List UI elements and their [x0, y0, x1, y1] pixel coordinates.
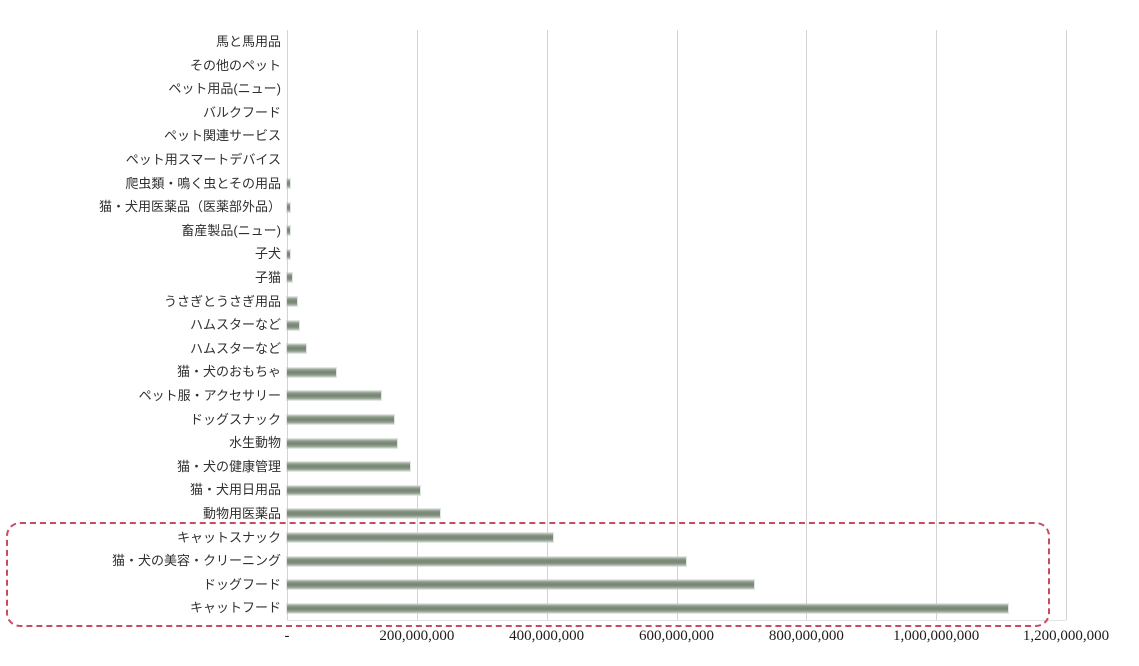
x-axis-tick-label: - — [284, 628, 290, 644]
category-label: 水生動物 — [228, 435, 281, 451]
highlight-rectangle — [6, 521, 1050, 627]
bar — [287, 320, 299, 330]
bar — [287, 367, 336, 377]
category-label: ハムスターなど — [189, 340, 281, 356]
bar — [287, 226, 291, 236]
gridline — [936, 30, 938, 620]
x-axis-tick-label: 600,000,000 — [639, 628, 714, 644]
bar — [287, 532, 554, 542]
category-label: 子猫 — [254, 270, 281, 285]
gridline — [1066, 30, 1067, 620]
bar — [287, 414, 395, 424]
x-axis-tick-label: 800,000,000 — [768, 628, 844, 644]
x-axis-line — [287, 620, 1066, 621]
gridline — [416, 30, 418, 620]
gridline — [806, 30, 808, 620]
bar — [287, 556, 687, 566]
bar — [287, 249, 291, 259]
category-label: 子犬 — [254, 246, 281, 262]
category-label: キャットスナック — [176, 529, 281, 545]
category-label: バルクフード — [202, 104, 281, 120]
bar — [287, 603, 1008, 613]
bar — [287, 178, 290, 188]
bar — [287, 202, 291, 212]
bar — [287, 273, 293, 283]
gridline — [546, 30, 548, 620]
category-label: 猫・犬用医薬品（医薬部外品） — [98, 199, 281, 215]
bar — [287, 509, 440, 519]
category-label: 畜産製品(ニュー) — [181, 222, 281, 238]
category-label: キャットフード — [189, 600, 281, 616]
category-label: うさぎとうさぎ用品 — [163, 293, 281, 309]
x-axis-tick-label: 400,000,000 — [509, 628, 585, 644]
x-axis-tick-label: 1,200,000,000 — [1022, 628, 1110, 644]
category-label: ペット用品(ニュー) — [168, 81, 281, 97]
category-label: 馬と馬用品 — [215, 34, 281, 49]
category-label: 猫・犬の美容・クリーニング — [111, 553, 281, 569]
category-label: 爬虫類・鳴く虫とその用品 — [125, 175, 281, 191]
category-label: その他のペット — [189, 57, 281, 73]
category-label: ペット用スマートデバイス — [125, 152, 281, 167]
bar — [287, 485, 421, 495]
category-label: 猫・犬の健康管理 — [176, 458, 281, 474]
category-label: ドッグフード — [202, 576, 281, 592]
category-label: ハムスターなど — [189, 317, 281, 333]
category-label: ペット関連サービス — [163, 128, 281, 144]
bar — [287, 438, 398, 448]
bar — [287, 296, 297, 306]
category-label: ペット服・アクセサリー — [138, 388, 281, 403]
category-label: ドッグスナック — [189, 411, 281, 427]
bar — [287, 462, 411, 472]
bar — [287, 391, 382, 401]
bar — [287, 344, 307, 354]
category-label: 動物用医薬品 — [202, 506, 281, 521]
x-axis-tick-label: 200,000,000 — [379, 628, 455, 644]
category-label: 猫・犬のおもちゃ — [176, 364, 281, 380]
category-label: 猫・犬用日用品 — [189, 482, 281, 498]
gridline — [676, 30, 678, 620]
bar — [287, 580, 755, 590]
x-axis-tick-label: 1,000,000,000 — [893, 628, 980, 644]
